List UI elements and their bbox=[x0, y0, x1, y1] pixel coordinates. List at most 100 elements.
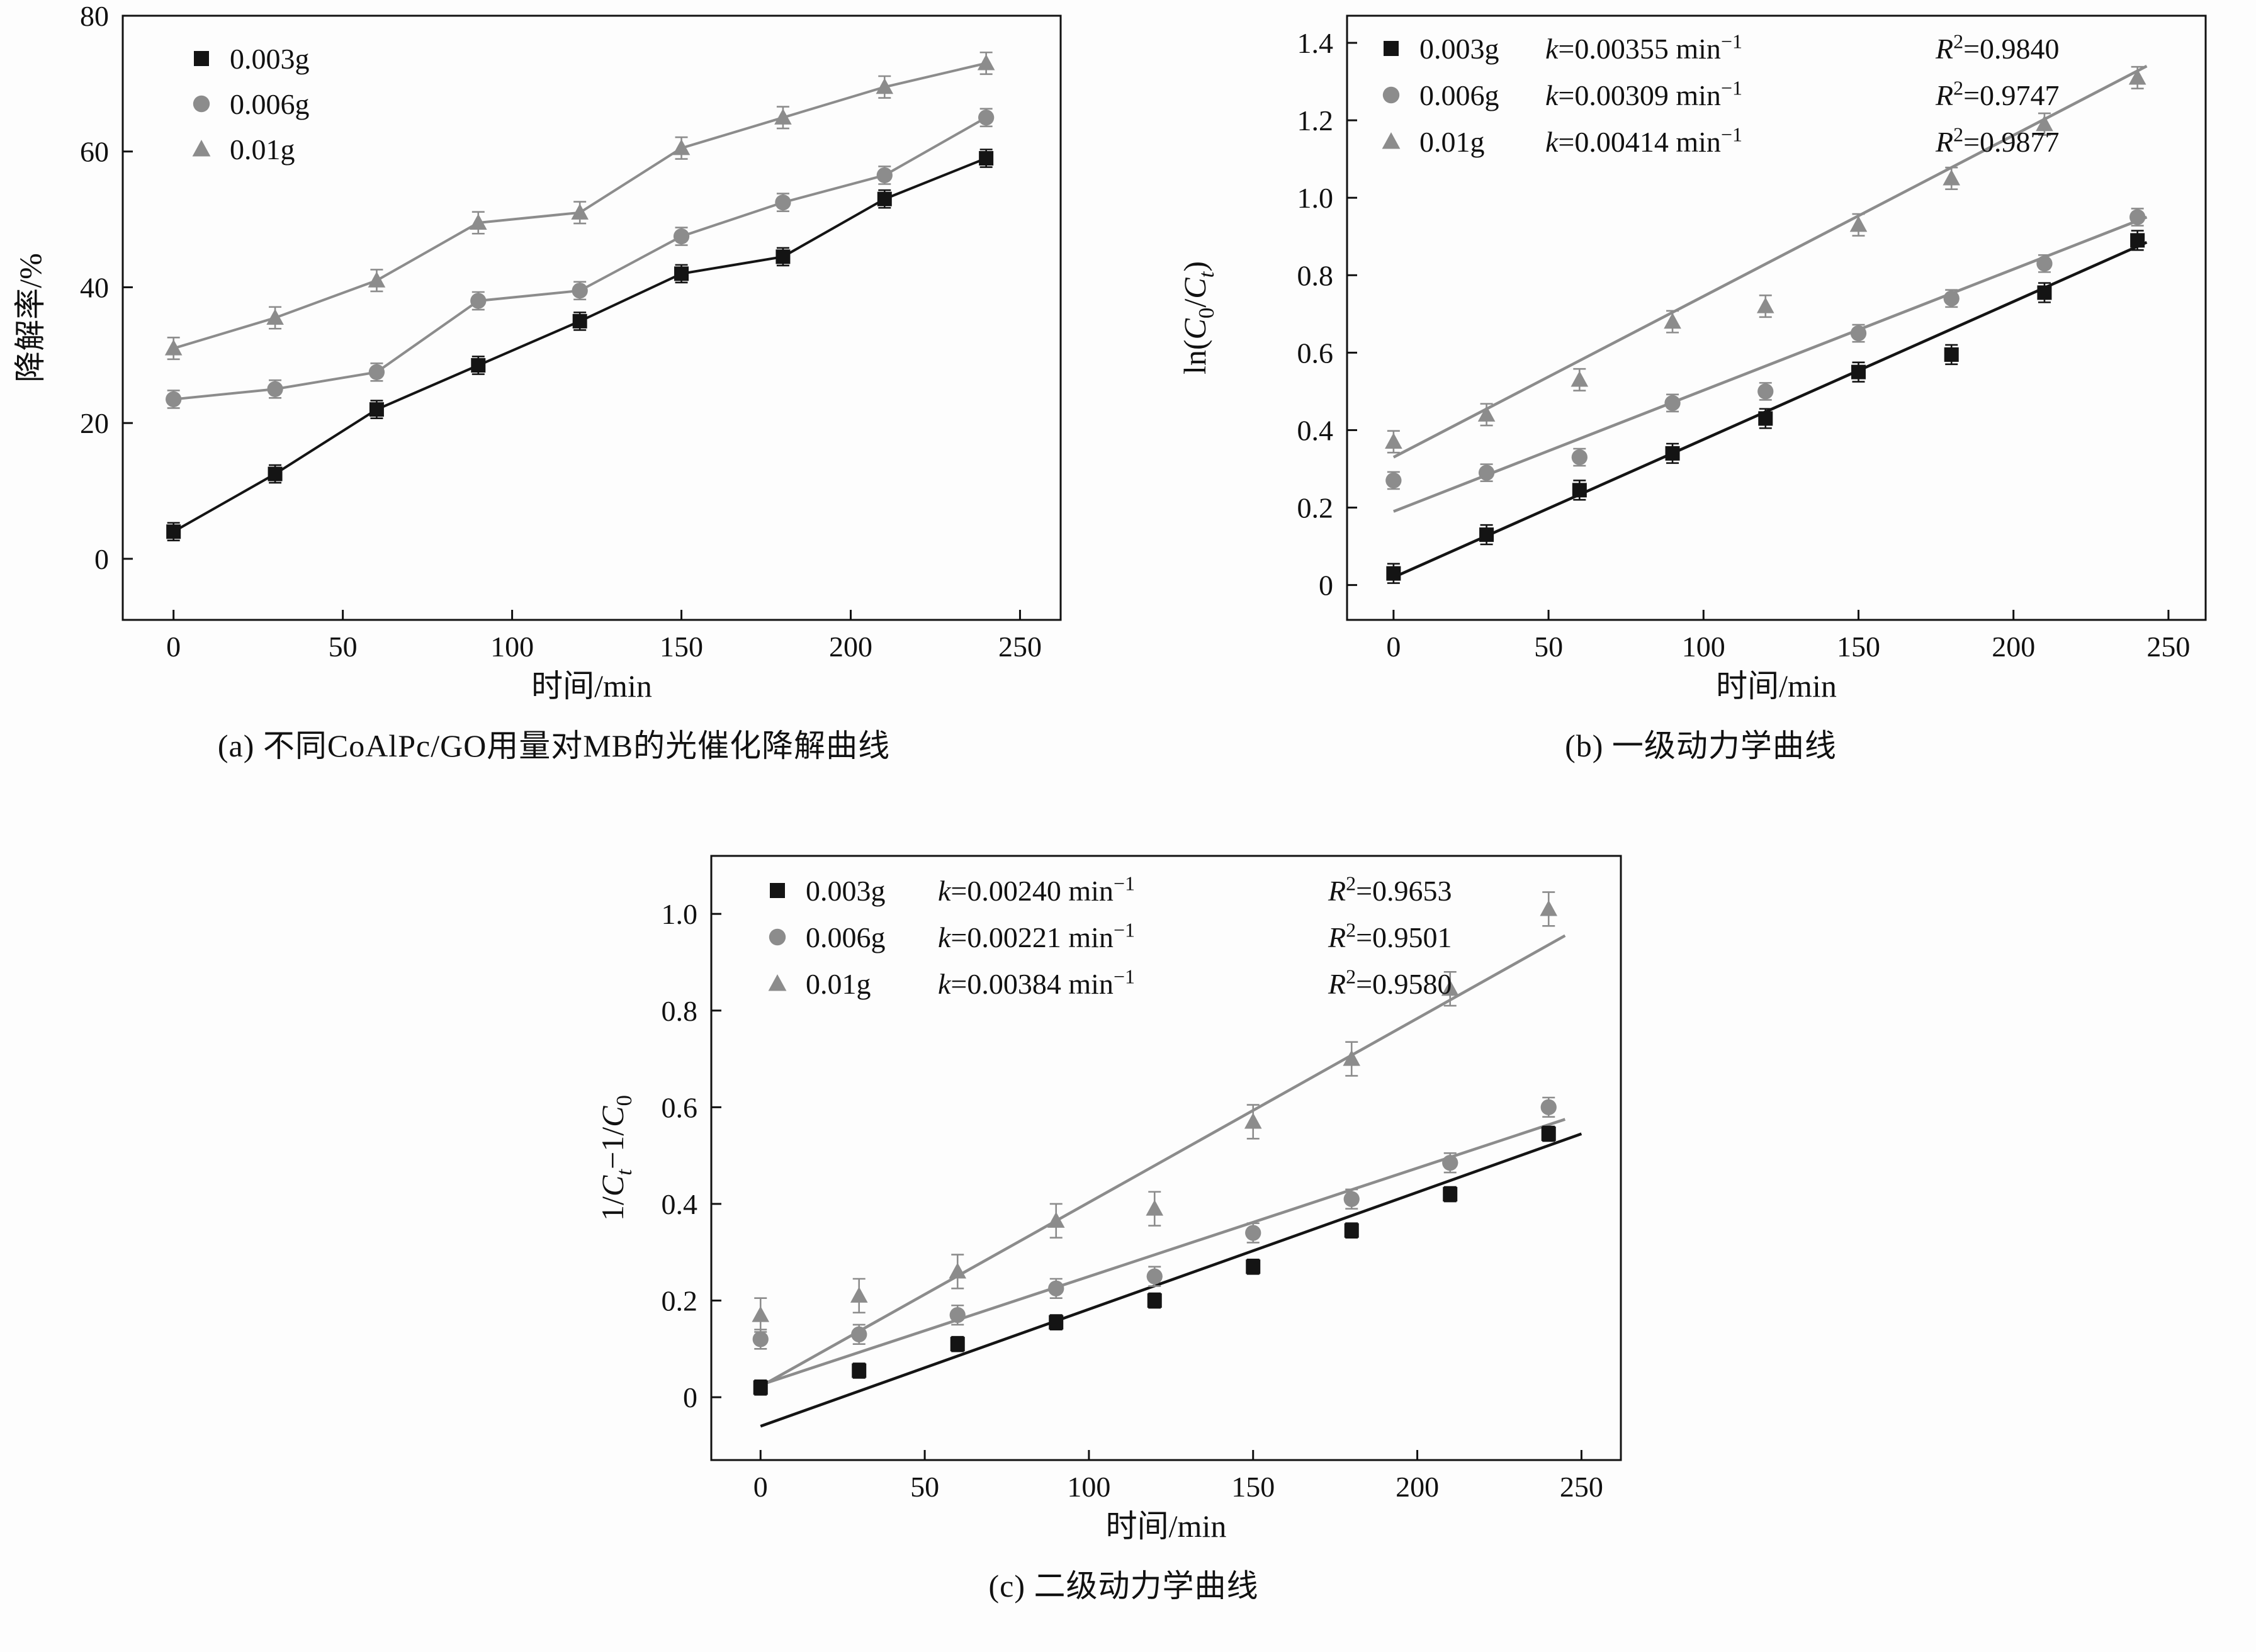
text-token: 0.2 bbox=[1297, 492, 1334, 524]
marker-circle bbox=[368, 364, 385, 380]
marker-circle bbox=[1540, 1099, 1557, 1116]
text-token: 0 bbox=[166, 631, 181, 663]
marker-circle bbox=[769, 928, 786, 946]
x-tick-label: 150 bbox=[660, 631, 703, 663]
x-tick-label: 150 bbox=[1231, 1471, 1275, 1503]
fit-line bbox=[766, 934, 1566, 1385]
axes-box bbox=[710, 855, 1622, 1461]
marker-triangle bbox=[1146, 1200, 1164, 1216]
y-tick-label: 0.4 bbox=[1297, 414, 1334, 446]
text-token: 60 bbox=[80, 136, 109, 168]
text-token: / bbox=[1177, 299, 1212, 308]
marker-circle bbox=[2129, 209, 2146, 225]
marker-square bbox=[1944, 347, 1959, 362]
text-token: 2 bbox=[1346, 965, 1356, 987]
text-token: 1.0 bbox=[1297, 182, 1334, 214]
marker-triangle bbox=[2128, 69, 2146, 85]
legend-r2-value: R2=0.9747 bbox=[1935, 76, 2060, 111]
marker-square bbox=[572, 313, 587, 329]
marker-square bbox=[1443, 1187, 1458, 1202]
text-token: 0.4 bbox=[1297, 414, 1334, 446]
marker-triangle bbox=[266, 308, 284, 325]
marker-square bbox=[877, 191, 892, 206]
marker-triangle bbox=[1540, 900, 1558, 916]
marker-square bbox=[1147, 1293, 1162, 1308]
text-token: 20 bbox=[80, 407, 109, 439]
text-token: −1 bbox=[1114, 965, 1135, 987]
y-tick-label: 20 bbox=[80, 407, 109, 439]
marker-triangle bbox=[1756, 297, 1774, 313]
text-token: 150 bbox=[660, 631, 703, 663]
legend-label: 0.006g bbox=[1419, 79, 1499, 111]
axes-box bbox=[1346, 14, 2207, 621]
legend-r2-value: R2=0.9501 bbox=[1328, 918, 1452, 953]
chart-c-plot: 0 50 100 150 200 250 0 0.2 0.4 0.6 0.8 1.0 时间/min 1/C… bbox=[595, 855, 1622, 1544]
marker-square bbox=[776, 249, 791, 264]
plot-area-b: 0 50 100 150 200 250 0 0.2 0.4 0.6 0.8 1.0 1.2 1.4 时间/… bbox=[1177, 14, 2207, 704]
marker-triangle bbox=[752, 1306, 770, 1322]
text-token: 50 bbox=[1534, 631, 1563, 663]
x-tick-label: 150 bbox=[1837, 631, 1880, 663]
text-token: =0.00240 min bbox=[950, 875, 1114, 907]
marker-circle bbox=[1146, 1268, 1163, 1284]
x-tick-label: 50 bbox=[1534, 631, 1563, 663]
data-line bbox=[173, 116, 987, 401]
text-token: 0.006g bbox=[230, 88, 310, 120]
marker-triangle bbox=[368, 271, 386, 288]
text-token: 1/ bbox=[595, 1196, 630, 1221]
text-token: t bbox=[612, 1169, 636, 1176]
text-token: R bbox=[1328, 875, 1346, 907]
fit-line bbox=[1393, 215, 2148, 513]
chart-a-plot: 0 50 100 150 200 250 0 20 40 60 80 时间/min 降解率/% 0.003… bbox=[13, 0, 1062, 704]
text-token: 0 bbox=[753, 1471, 768, 1503]
text-token: 2 bbox=[1346, 872, 1356, 894]
text-token: 0.003g bbox=[1419, 33, 1499, 65]
marker-circle bbox=[1385, 472, 1402, 489]
marker-circle bbox=[752, 1331, 769, 1347]
marker-square bbox=[369, 402, 384, 417]
marker-triangle bbox=[774, 108, 792, 125]
text-token: 2 bbox=[1346, 918, 1356, 941]
text-token: k bbox=[1545, 79, 1559, 111]
chart-a-panel: 0 50 100 150 200 250 0 20 40 60 80 时间/min 降解率/% 0.003… bbox=[6, 0, 1102, 812]
text-token: −1 bbox=[1114, 872, 1135, 894]
marker-circle bbox=[2036, 256, 2053, 272]
marker-square bbox=[1049, 1315, 1064, 1330]
text-token: 40 bbox=[80, 271, 109, 303]
legend-r2-value: R2=0.9877 bbox=[1935, 123, 2060, 158]
text-token: 0 bbox=[1194, 308, 1219, 319]
marker-triangle bbox=[470, 213, 487, 230]
chart-b-panel: 0 50 100 150 200 250 0 0.2 0.4 0.6 0.8 1.0 1.2 1.4 时间/… bbox=[1161, 0, 2240, 812]
x-tick-label: 200 bbox=[1396, 1471, 1439, 1503]
legend-k-value: k=0.00221 min−1 bbox=[938, 918, 1135, 953]
text-token: 0 bbox=[1319, 570, 1333, 602]
text-token: 100 bbox=[1067, 1471, 1110, 1503]
x-tick-label: 50 bbox=[910, 1471, 939, 1503]
legend-r2-value: R2=0.9580 bbox=[1328, 965, 1452, 1000]
y-tick-label: 0 bbox=[683, 1381, 697, 1413]
x-tick-label: 0 bbox=[166, 631, 181, 663]
marker-circle bbox=[775, 194, 791, 211]
text-token: C bbox=[1177, 278, 1212, 299]
text-token: 0.003g bbox=[230, 43, 310, 75]
marker-circle bbox=[267, 381, 283, 397]
text-token: 2 bbox=[1953, 76, 1963, 99]
text-token: 1.4 bbox=[1297, 27, 1334, 59]
legend-r2-value: R2=0.9840 bbox=[1935, 30, 2060, 65]
x-tick-label: 0 bbox=[753, 1471, 768, 1503]
marker-circle bbox=[978, 110, 995, 126]
text-token: 0.01g bbox=[230, 133, 295, 166]
x-tick-label: 100 bbox=[490, 631, 534, 663]
text-token: k bbox=[938, 875, 952, 907]
legend-k-value: k=0.00240 min−1 bbox=[938, 872, 1135, 907]
text-token: 80 bbox=[80, 0, 109, 32]
text-token: 1.0 bbox=[662, 898, 698, 930]
text-token: 250 bbox=[998, 631, 1042, 663]
x-tick-label: 200 bbox=[829, 631, 872, 663]
legend: 0.003g 0.006g 0.01g bbox=[192, 43, 310, 166]
legend-k-value: k=0.00414 min−1 bbox=[1545, 123, 1742, 158]
marker-circle bbox=[1757, 383, 1774, 400]
y-tick-label: 1.4 bbox=[1297, 27, 1334, 59]
marker-square bbox=[1572, 483, 1587, 498]
